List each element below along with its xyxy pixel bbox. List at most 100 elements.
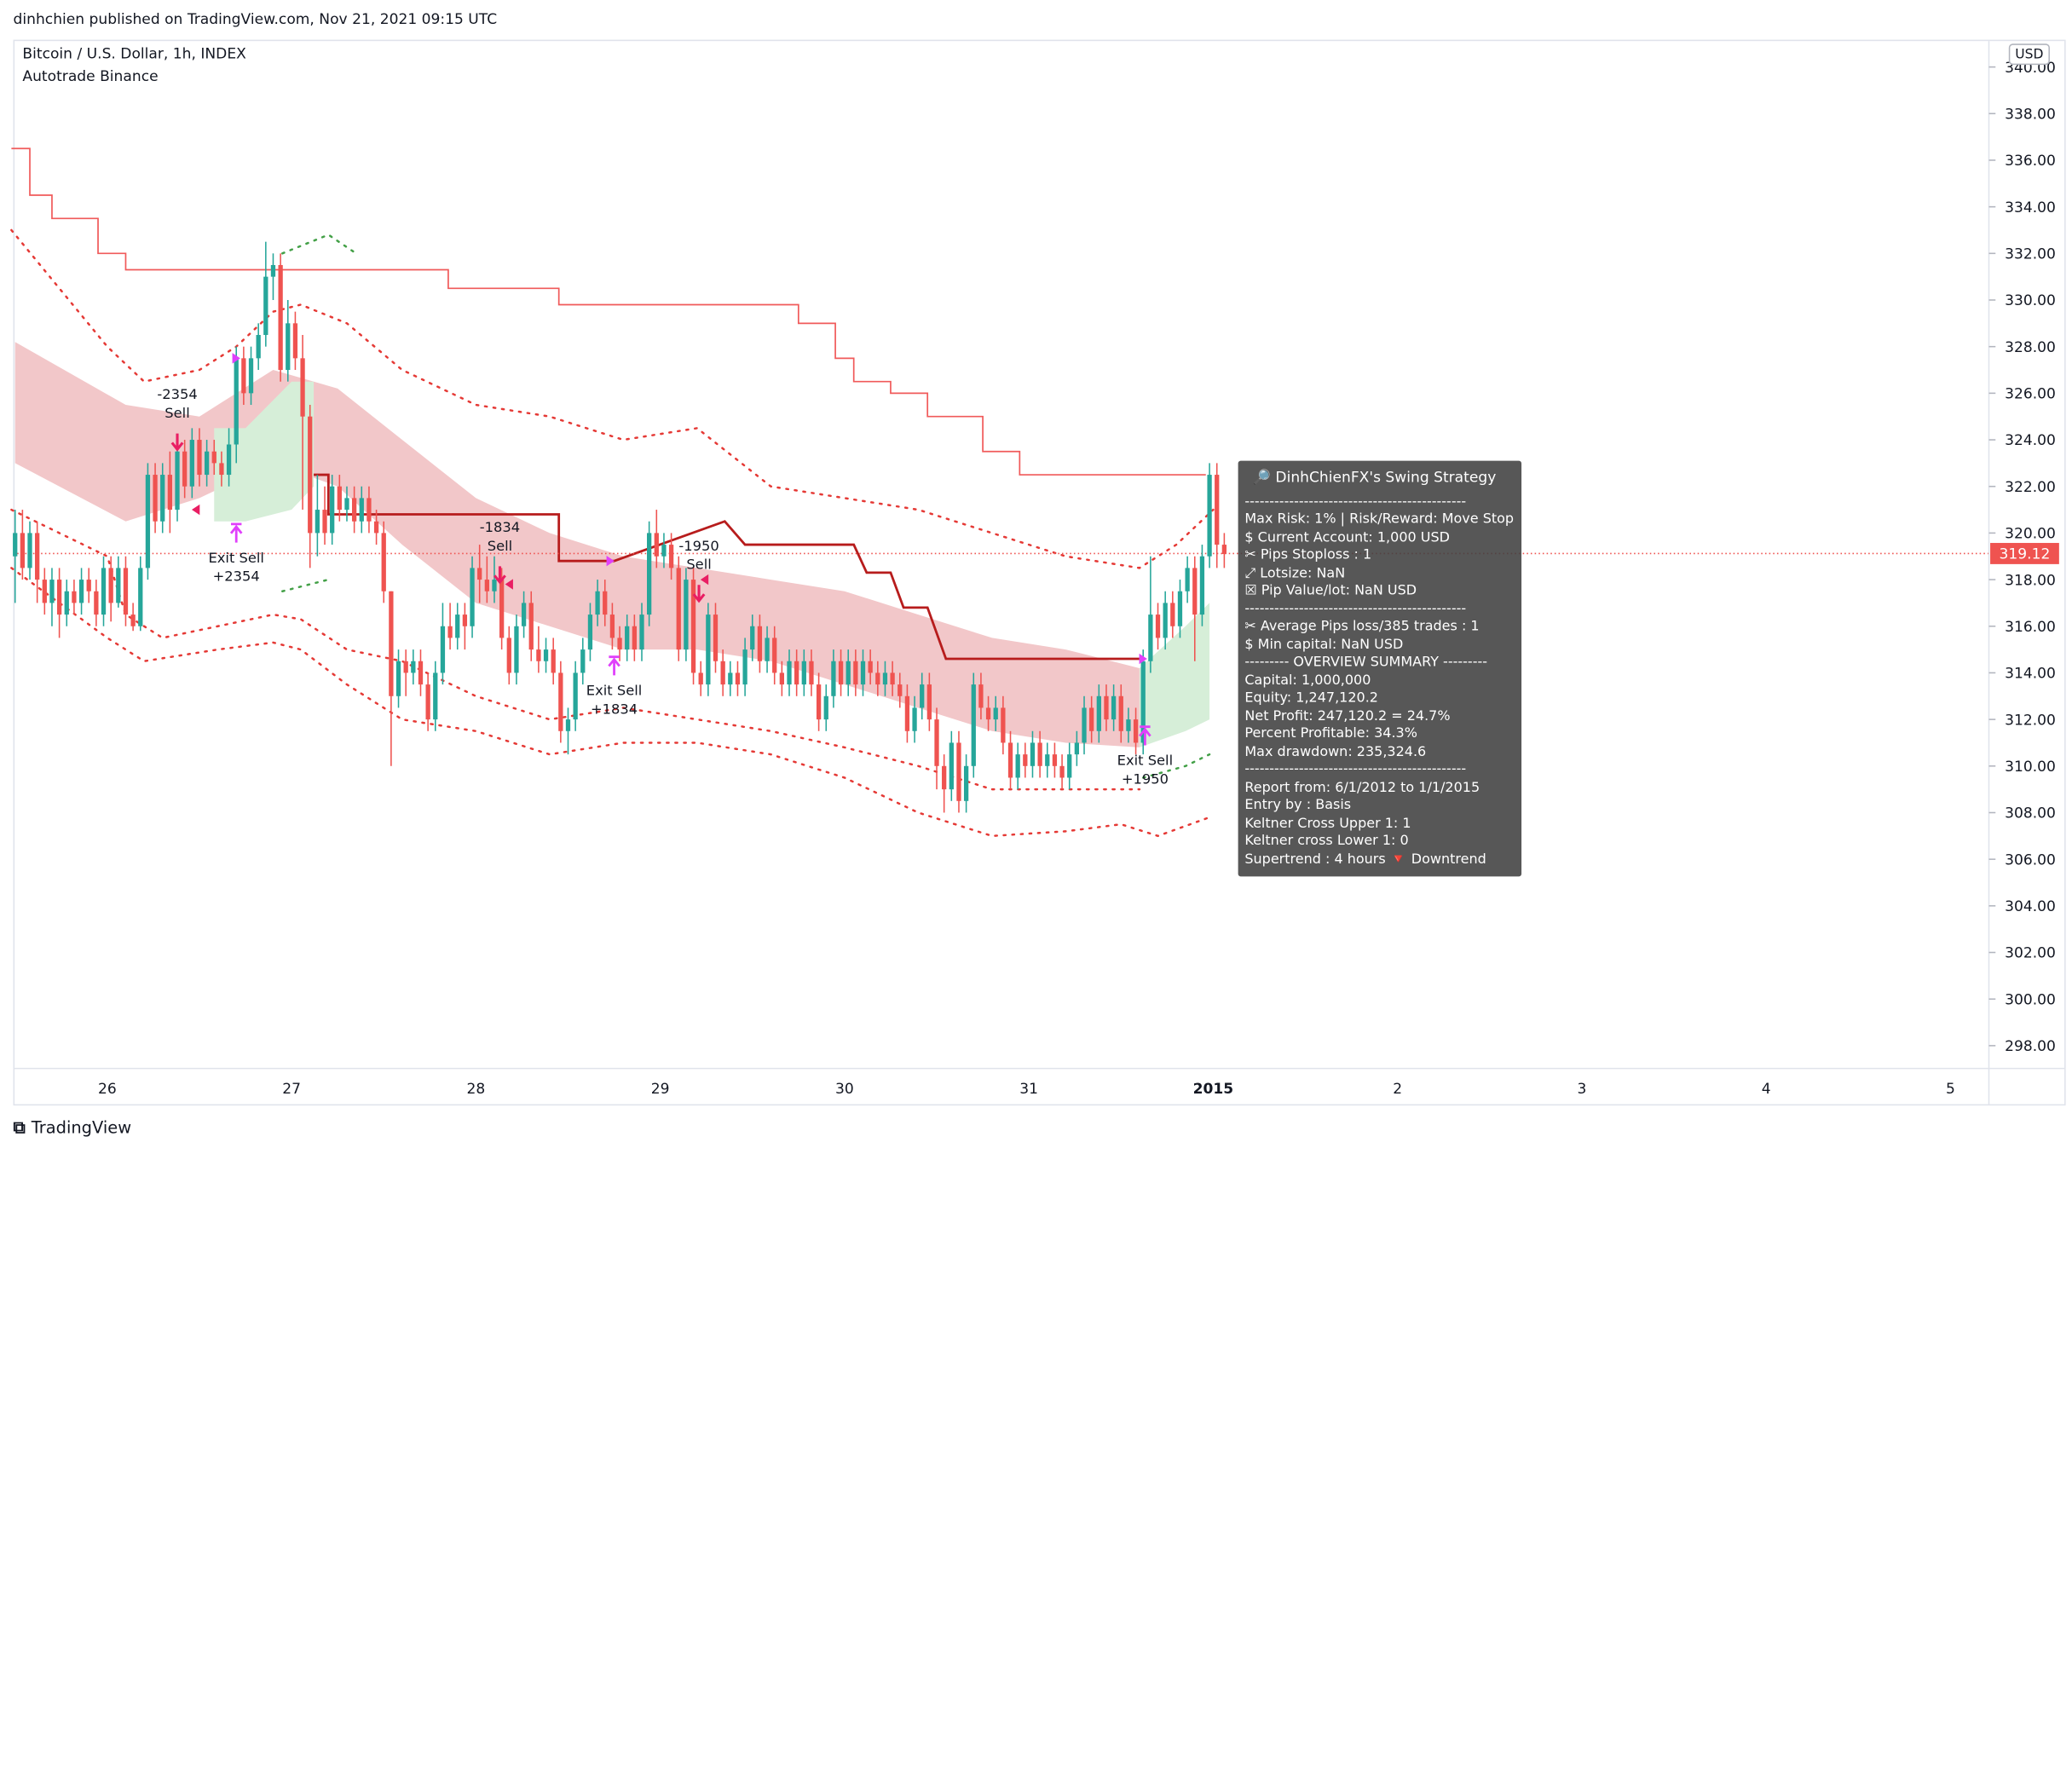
candle-body bbox=[639, 615, 644, 650]
y-tick-label: 312.00 bbox=[2005, 712, 2056, 729]
candle-body bbox=[72, 591, 77, 603]
candle-body bbox=[625, 626, 630, 650]
candle-body bbox=[690, 580, 696, 673]
candle-body bbox=[506, 638, 511, 673]
stats-line: ----------------------------------------… bbox=[1244, 493, 1467, 510]
candle-body bbox=[366, 498, 372, 522]
currency-label[interactable]: USD bbox=[2008, 43, 2050, 66]
candle-body bbox=[956, 742, 961, 801]
candle-body bbox=[440, 626, 446, 673]
candle-body bbox=[182, 451, 188, 487]
candle-body bbox=[1215, 475, 1220, 545]
candle-body bbox=[536, 649, 541, 661]
candle-body bbox=[1140, 661, 1146, 743]
candle-body bbox=[1074, 742, 1080, 755]
candle-body bbox=[286, 323, 291, 371]
stats-line: Max Risk: 1% | Risk/Reward: Move Stop bbox=[1244, 511, 1515, 528]
candle-body bbox=[1177, 591, 1183, 626]
sell-label: Sell bbox=[164, 405, 189, 421]
y-tick-label: 338.00 bbox=[2005, 106, 2056, 123]
tradingview-logo[interactable]: ⧉ TradingView bbox=[14, 1117, 132, 1139]
last-price-tag bbox=[1990, 543, 2059, 564]
candle-body bbox=[528, 603, 534, 650]
candle-body bbox=[779, 672, 784, 685]
stats-line: ⤢ Lotsize: NaN bbox=[1244, 564, 1346, 581]
candle-body bbox=[248, 358, 254, 394]
candle-body bbox=[64, 591, 69, 615]
exit-arrow-icon bbox=[229, 522, 243, 543]
candle-body bbox=[875, 672, 880, 685]
cloud-uptrend bbox=[1139, 603, 1210, 747]
candle-body bbox=[425, 684, 430, 720]
keltner-lower-green bbox=[1141, 753, 1211, 779]
candle-body bbox=[373, 521, 379, 534]
candle-body bbox=[86, 580, 91, 591]
candle-body bbox=[587, 615, 593, 650]
candle-body bbox=[765, 638, 770, 661]
signal-triangle-icon bbox=[606, 555, 615, 567]
candle-body bbox=[219, 463, 224, 476]
candle-body bbox=[204, 451, 210, 476]
candle-body bbox=[418, 661, 424, 685]
cloud-uptrend bbox=[214, 381, 315, 522]
indicator-legend[interactable]: Autotrade Binance bbox=[22, 67, 159, 85]
candle-body bbox=[1185, 568, 1190, 591]
stats-line: Keltner cross Lower 1: 0 bbox=[1244, 833, 1409, 849]
candle-body bbox=[853, 661, 858, 685]
stats-line: Net Profit: 247,120.2 = 24.7% bbox=[1244, 707, 1451, 724]
candle-body bbox=[904, 695, 910, 731]
candle-body bbox=[720, 661, 725, 685]
candle-body bbox=[617, 638, 622, 650]
candle-body bbox=[395, 661, 401, 696]
supertrend-line bbox=[11, 147, 1206, 476]
candle-body bbox=[860, 661, 866, 685]
sell-arrow-icon bbox=[692, 585, 706, 603]
exit-label: Exit Sell bbox=[1117, 753, 1173, 769]
stats-line: Keltner Cross Upper 1: 1 bbox=[1244, 815, 1411, 831]
keltner-mid-green bbox=[281, 578, 330, 592]
candle-body bbox=[823, 695, 828, 720]
y-tick-label: 300.00 bbox=[2005, 991, 2056, 1008]
y-tick-label: 308.00 bbox=[2005, 805, 2056, 822]
axis-layer: 298.00 300.00 302.00 304.00 306.00 308.00 310.… bbox=[13, 41, 2065, 1105]
candle-body bbox=[263, 276, 268, 336]
candle-body bbox=[978, 684, 984, 708]
candle-body bbox=[971, 684, 976, 766]
candle-body bbox=[455, 615, 460, 638]
symbol-legend[interactable]: Bitcoin / U.S. Dollar, 1h, INDEX bbox=[22, 44, 246, 63]
candle-body bbox=[580, 649, 586, 673]
candle-body bbox=[211, 451, 216, 464]
price-chart[interactable]: -2354 Sell Exit Sell +2354 -1834 Sell Exit Sel… bbox=[0, 0, 2066, 1112]
candle-body bbox=[1104, 695, 1109, 720]
trend-lines-layer bbox=[11, 147, 1989, 661]
candle-body bbox=[411, 661, 416, 673]
candle-body bbox=[816, 684, 822, 720]
candle-body bbox=[351, 498, 357, 522]
candle-body bbox=[42, 580, 47, 603]
candle-body bbox=[801, 661, 806, 685]
candle-body bbox=[226, 444, 232, 476]
candle-body bbox=[654, 533, 659, 557]
candle-body bbox=[603, 591, 608, 615]
candle-body bbox=[521, 603, 527, 626]
signal-triangle-icon bbox=[232, 353, 240, 364]
exit-label: Exit Sell bbox=[208, 550, 263, 566]
y-tick-label: 302.00 bbox=[2005, 945, 2056, 962]
last-price-value: 319.12 bbox=[2000, 546, 2051, 563]
candle-body bbox=[270, 264, 276, 277]
exit-arrow-icon bbox=[1139, 725, 1151, 746]
candle-body bbox=[1059, 765, 1065, 778]
candle-body bbox=[108, 568, 113, 603]
signal-triangle-icon bbox=[1139, 653, 1147, 665]
candle-body bbox=[433, 672, 438, 720]
candle-body bbox=[668, 545, 674, 568]
candle-body bbox=[278, 264, 283, 371]
candle-body bbox=[794, 661, 799, 685]
candle-body bbox=[330, 486, 335, 534]
candle-body bbox=[1007, 742, 1013, 778]
y-tick-label: 334.00 bbox=[2005, 199, 2056, 216]
y-tick-label: 332.00 bbox=[2005, 246, 2056, 263]
sell-label: Sell bbox=[488, 538, 512, 554]
stats-line: $ Current Account: 1,000 USD bbox=[1244, 528, 1450, 545]
candles-layer bbox=[13, 241, 1227, 813]
